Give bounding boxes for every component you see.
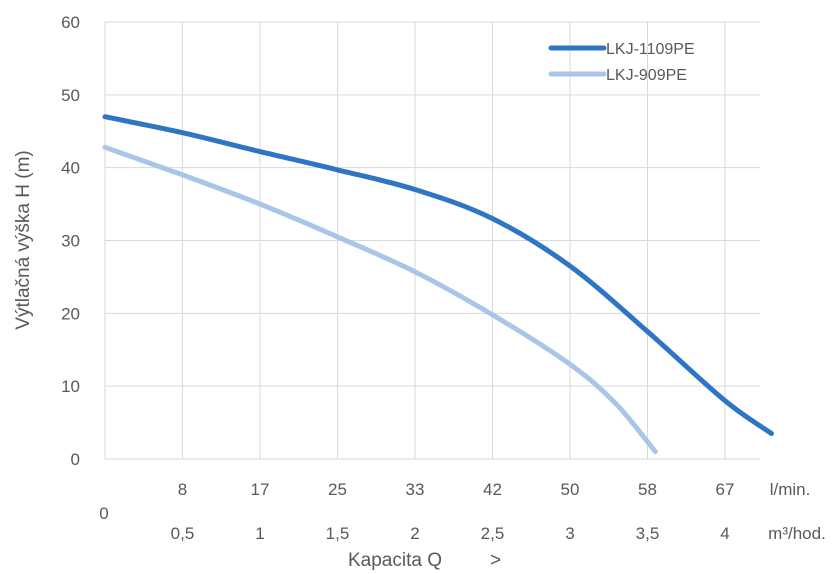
x-tick-label: 2,5 [481,524,505,543]
x-tick-label: 2 [410,524,419,543]
series-line [102,144,658,455]
x-axis-title: Kapacita Q [348,550,442,571]
x-axis-ticks: 8 17 25 33 42 50 58 67 l/min. 0,5 1 1,5 2 2,5 3 3,5 4 m³/… [171,480,826,543]
legend-label: LKJ-1109PE [606,41,695,58]
x-tick-label: 0,5 [171,524,195,543]
origin-label: 0 [99,504,108,523]
y-axis-title: Výtlačná výška H (m) [13,150,34,329]
x-tick-label: 42 [483,480,502,499]
x-tick-label: 3,5 [636,524,660,543]
x-tick-label: 58 [638,480,657,499]
x-tick-label: 17 [251,480,270,499]
x-tick-label: 50 [561,480,580,499]
x-tick-label: 1,5 [326,524,350,543]
y-tick-label: 20 [61,304,80,323]
x-axis-unit: m³/hod. [768,524,826,543]
x-axis-unit: l/min. [770,480,811,499]
y-tick-label: 40 [61,159,80,178]
x-tick-label: 25 [328,480,347,499]
y-tick-label: 0 [71,450,80,469]
legend-label: LKJ-909PE [606,67,687,84]
series-line [102,114,774,436]
x-tick-label: 33 [406,480,425,499]
x-tick-label: 3 [565,524,574,543]
x-tick-label: 4 [720,524,729,543]
y-tick-label: 10 [61,377,80,396]
x-axis-arrow: > [490,550,501,571]
series-group [102,114,774,455]
y-tick-label: 60 [61,13,80,32]
y-axis-ticks: 0 10 20 30 40 50 60 [61,13,80,469]
x-tick-label: 8 [178,480,187,499]
x-tick-label: 67 [716,480,735,499]
legend: LKJ-1109PE LKJ-909PE [548,41,695,84]
x-tick-label: 1 [255,524,264,543]
y-tick-label: 50 [61,86,80,105]
y-tick-label: 30 [61,232,80,251]
grid [104,21,760,460]
